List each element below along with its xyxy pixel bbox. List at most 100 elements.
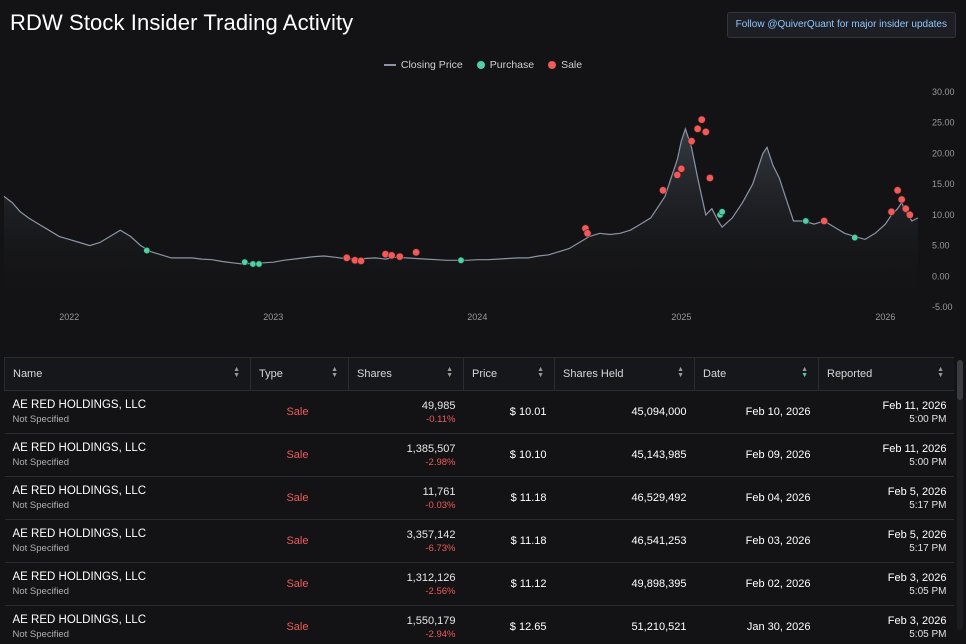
reported-date: Feb 3, 2026 bbox=[887, 614, 947, 627]
cell-shares: 49,985 -0.11% bbox=[348, 390, 464, 434]
insider-role: Not Specified bbox=[12, 629, 70, 640]
purchase-marker bbox=[802, 217, 810, 225]
cell-price: $ 10.10 bbox=[463, 433, 555, 477]
page-title: RDW Stock Insider Trading Activity bbox=[10, 10, 354, 35]
cell-shares-held: 49,898,395 bbox=[554, 562, 695, 606]
y-tick-label: 15.00 bbox=[932, 179, 955, 189]
reported-date: Feb 3, 2026 bbox=[887, 571, 947, 584]
table-scrollbar[interactable] bbox=[957, 360, 963, 630]
column-header-name[interactable]: Name ▲ ▼ bbox=[4, 357, 251, 391]
column-header-label: Name bbox=[13, 368, 43, 380]
column-header-label: Price bbox=[472, 368, 498, 380]
sale-marker bbox=[706, 174, 714, 182]
cell-shares: 3,357,142 -6.73% bbox=[348, 519, 464, 563]
y-tick-label: 30.00 bbox=[932, 87, 955, 97]
column-header-date[interactable]: Date ▲ ▼ bbox=[694, 357, 819, 391]
x-tick-label: 2022 bbox=[59, 312, 79, 322]
sort-icon[interactable]: ▲ ▼ bbox=[937, 366, 944, 379]
sort-icon[interactable]: ▲ ▼ bbox=[446, 366, 453, 379]
insider-name[interactable]: AE RED HOLDINGS, LLC bbox=[12, 399, 147, 411]
sale-marker bbox=[905, 210, 914, 219]
cell-reported: Feb 3, 2026 5:05 PM bbox=[818, 605, 954, 644]
sale-marker bbox=[677, 164, 686, 173]
sale-dot-icon bbox=[548, 61, 557, 69]
sort-icon[interactable]: ▲ ▼ bbox=[233, 366, 240, 379]
scrollbar-thumb[interactable] bbox=[957, 360, 963, 400]
insider-name[interactable]: AE RED HOLDINGS, LLC bbox=[12, 442, 147, 454]
cell-price: $ 11.18 bbox=[463, 476, 555, 520]
cell-shares-held: 46,529,492 bbox=[554, 476, 695, 520]
shares-pct: -0.03% bbox=[425, 499, 456, 511]
insider-name[interactable]: AE RED HOLDINGS, LLC bbox=[12, 614, 147, 626]
y-tick-label: 20.00 bbox=[932, 148, 955, 158]
cell-reported: Feb 5, 2026 5:17 PM bbox=[818, 519, 954, 563]
shares-value: 3,357,142 bbox=[406, 528, 456, 541]
column-header-reported[interactable]: Reported ▲ ▼ bbox=[818, 357, 954, 391]
cell-date: Feb 03, 2026 bbox=[694, 519, 819, 563]
insider-name[interactable]: AE RED HOLDINGS, LLC bbox=[12, 485, 147, 497]
cell-name: AE RED HOLDINGS, LLC Not Specified bbox=[4, 605, 251, 644]
table-row[interactable]: AE RED HOLDINGS, LLC Not Specified Sale 1… bbox=[4, 605, 954, 644]
shares-value: 11,761 bbox=[422, 485, 456, 498]
insider-role: Not Specified bbox=[12, 457, 70, 468]
table-row[interactable]: AE RED HOLDINGS, LLC Not Specified Sale 1… bbox=[4, 562, 954, 606]
insider-name[interactable]: AE RED HOLDINGS, LLC bbox=[12, 571, 147, 583]
column-header-shares[interactable]: Shares ▲ ▼ bbox=[348, 357, 464, 391]
purchase-marker bbox=[851, 234, 859, 242]
cell-shares-held: 51,210,521 bbox=[554, 605, 695, 644]
column-header-shares-held[interactable]: Shares Held ▲ ▼ bbox=[554, 357, 695, 391]
sort-icon[interactable]: ▲ ▼ bbox=[537, 366, 544, 379]
legend-purchase-label: Purchase bbox=[489, 59, 535, 71]
table-row[interactable]: AE RED HOLDINGS, LLC Not Specified Sale 4… bbox=[4, 390, 954, 434]
column-header-label: Reported bbox=[827, 368, 873, 380]
table-row[interactable]: AE RED HOLDINGS, LLC Not Specified Sale 1… bbox=[4, 476, 954, 520]
cell-reported: Feb 11, 2026 5:00 PM bbox=[818, 433, 954, 477]
cell-type: Sale bbox=[250, 562, 349, 606]
cell-shares-held: 45,143,985 bbox=[554, 433, 695, 477]
legend-closing-price[interactable]: Closing Price bbox=[383, 59, 463, 71]
price-chart[interactable]: 30.00 25.00 20.00 15.00 10.00 5.00 0.00 -5.00 2… bbox=[0, 80, 966, 330]
chart-legend: Closing Price Purchase Sale bbox=[0, 59, 966, 71]
cell-price: $ 11.18 bbox=[463, 519, 555, 563]
column-header-price[interactable]: Price ▲ ▼ bbox=[463, 357, 555, 391]
sort-icon[interactable]: ▲ ▼ bbox=[677, 366, 684, 379]
cell-name: AE RED HOLDINGS, LLC Not Specified bbox=[4, 433, 251, 477]
insider-role: Not Specified bbox=[12, 414, 70, 425]
column-header-label: Shares bbox=[357, 368, 392, 380]
purchase-marker bbox=[718, 208, 726, 216]
cell-type: Sale bbox=[250, 433, 349, 477]
x-tick-label: 2026 bbox=[875, 312, 895, 322]
legend-purchase[interactable]: Purchase bbox=[476, 59, 535, 71]
cell-shares-held: 46,541,253 bbox=[554, 519, 695, 563]
legend-sale[interactable]: Sale bbox=[548, 59, 582, 71]
purchase-dot-icon bbox=[476, 61, 485, 69]
shares-value: 1,312,126 bbox=[406, 571, 456, 584]
reported-time: 5:05 PM bbox=[909, 628, 947, 640]
cell-date: Feb 04, 2026 bbox=[694, 476, 819, 520]
column-header-label: Type bbox=[259, 368, 283, 380]
follow-quiverquant-button[interactable]: Follow @QuiverQuant for major insider up… bbox=[726, 12, 956, 38]
cell-type: Sale bbox=[250, 605, 349, 644]
cell-reported: Feb 5, 2026 5:17 PM bbox=[818, 476, 954, 520]
table-row[interactable]: AE RED HOLDINGS, LLC Not Specified Sale 3… bbox=[4, 519, 954, 563]
shares-pct: -2.98% bbox=[425, 456, 456, 468]
purchase-marker bbox=[143, 246, 151, 254]
sale-marker bbox=[893, 186, 902, 195]
insider-name[interactable]: AE RED HOLDINGS, LLC bbox=[12, 528, 147, 540]
sort-desc-active-icon[interactable]: ▲ ▼ bbox=[801, 366, 808, 379]
purchase-marker bbox=[457, 256, 465, 264]
sale-marker bbox=[583, 229, 592, 238]
sort-icon[interactable]: ▲ ▼ bbox=[331, 366, 338, 379]
table-row[interactable]: AE RED HOLDINGS, LLC Not Specified Sale 1… bbox=[4, 433, 954, 477]
cell-type: Sale bbox=[250, 390, 349, 434]
cell-date: Feb 02, 2026 bbox=[694, 562, 819, 606]
y-tick-label: 10.00 bbox=[932, 210, 955, 220]
sale-marker bbox=[395, 252, 404, 261]
column-header-type[interactable]: Type ▲ ▼ bbox=[250, 357, 349, 391]
cell-shares: 1,385,507 -2.98% bbox=[348, 433, 464, 477]
sale-marker bbox=[697, 115, 706, 124]
insider-trades-table: Name ▲ ▼ Type ▲ ▼ Shares ▲ ▼ Price ▲ ▼ Shares He… bbox=[4, 357, 954, 644]
cell-shares: 11,761 -0.03% bbox=[348, 476, 464, 520]
cell-price: $ 10.01 bbox=[463, 390, 555, 434]
reported-date: Feb 5, 2026 bbox=[887, 528, 947, 541]
